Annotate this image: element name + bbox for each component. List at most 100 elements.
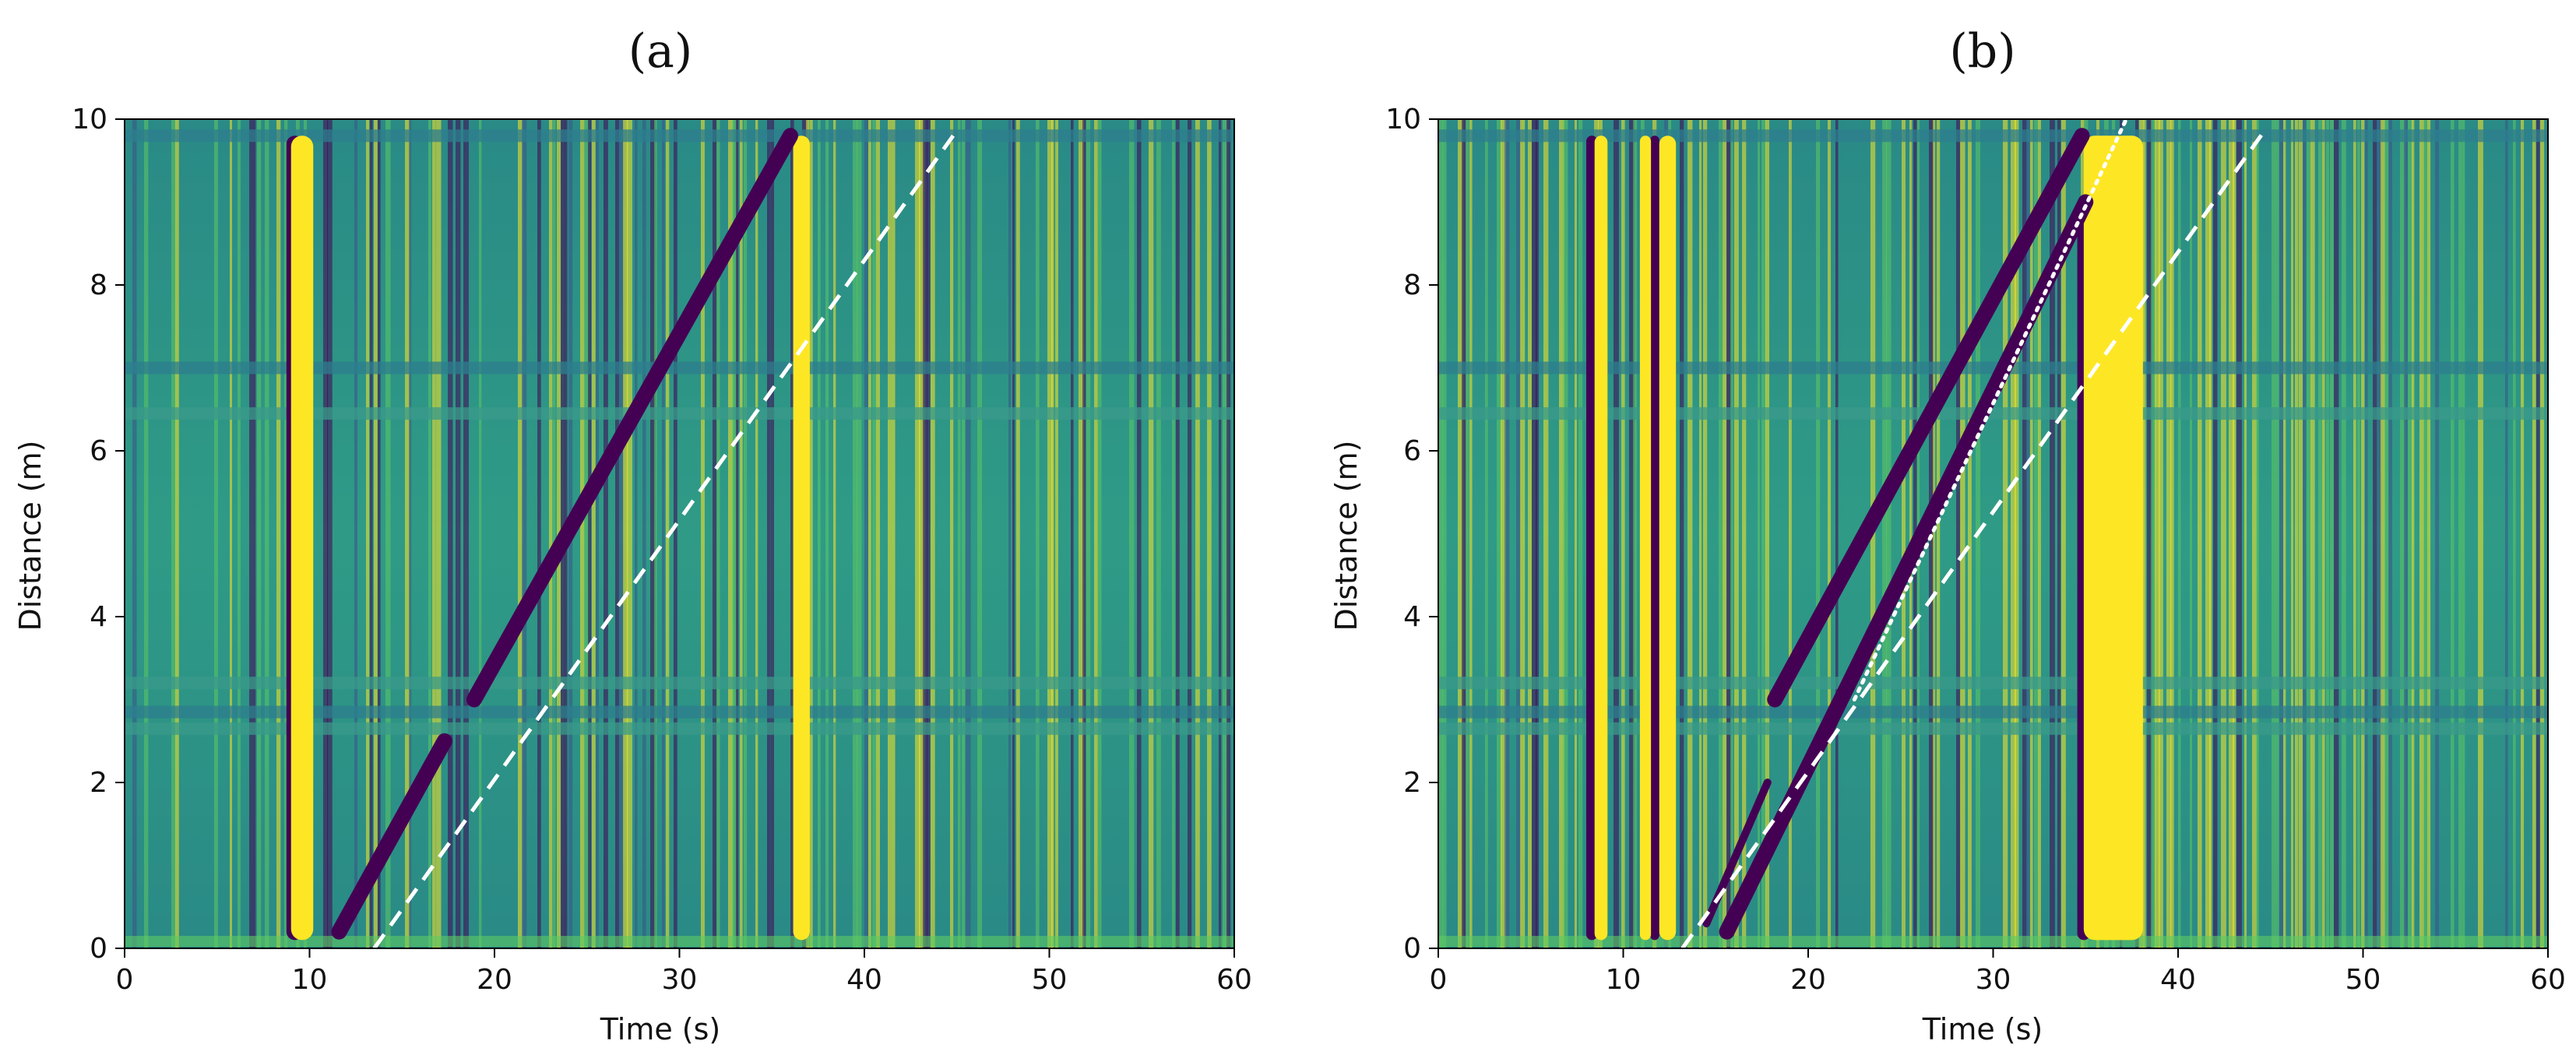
texture-stripe bbox=[432, 119, 436, 948]
texture-stripe bbox=[1497, 119, 1502, 948]
texture-stripe bbox=[1882, 119, 1888, 948]
y-tick-label: 2 bbox=[1403, 767, 1421, 799]
texture-stripe bbox=[2279, 119, 2284, 948]
horizontal-band bbox=[125, 407, 1234, 420]
texture-stripe bbox=[2326, 119, 2329, 948]
texture-stripe bbox=[1536, 119, 1540, 948]
panel-a-title: (a) bbox=[628, 24, 693, 79]
texture-stripe bbox=[1909, 119, 1913, 948]
texture-stripe bbox=[627, 119, 632, 948]
texture-stripe bbox=[1094, 119, 1098, 948]
texture-stripe bbox=[1442, 119, 1447, 948]
texture-stripe bbox=[755, 119, 758, 948]
panel-a-xlabel: Time (s) bbox=[600, 1012, 721, 1046]
bright-vertical-band bbox=[290, 135, 314, 941]
texture-stripe bbox=[2478, 119, 2483, 948]
texture-stripe bbox=[2159, 119, 2163, 948]
texture-stripe bbox=[2458, 119, 2462, 948]
texture-stripe bbox=[354, 119, 357, 948]
texture-stripe bbox=[915, 119, 920, 948]
texture-stripe bbox=[1680, 119, 1684, 948]
horizontal-bands bbox=[1438, 129, 2548, 948]
texture-stripe bbox=[2233, 119, 2236, 948]
heatmap-b bbox=[1438, 119, 2548, 948]
texture-stripe bbox=[144, 119, 149, 948]
texture-stripe bbox=[2377, 119, 2382, 948]
texture-stripe bbox=[230, 119, 233, 948]
texture-stripe bbox=[1543, 119, 1549, 948]
texture-stripe bbox=[436, 119, 442, 948]
texture-stripe bbox=[833, 119, 836, 948]
texture-stripe bbox=[818, 119, 821, 948]
texture-stripe bbox=[713, 119, 717, 948]
y-tick-label: 2 bbox=[90, 767, 107, 799]
texture-stripe bbox=[2295, 119, 2299, 948]
panel-b-ylabel: Distance (m) bbox=[1329, 441, 1364, 631]
horizontal-band bbox=[125, 677, 1234, 690]
texture-stripe bbox=[876, 119, 880, 948]
texture-stripe bbox=[588, 119, 592, 948]
x-tick-label: 50 bbox=[2345, 964, 2381, 996]
texture-stripe bbox=[1156, 119, 1161, 948]
texture-stripe bbox=[1176, 119, 1180, 948]
bright-vertical-band bbox=[1594, 135, 1608, 941]
texture-stripe bbox=[2536, 119, 2540, 948]
texture-stripe bbox=[2462, 119, 2465, 948]
texture-stripe bbox=[1207, 119, 1212, 948]
y-tick-label: 8 bbox=[1403, 269, 1421, 301]
texture-stripe bbox=[370, 119, 373, 948]
texture-stripe bbox=[257, 119, 262, 948]
texture-stripe bbox=[1462, 119, 1466, 948]
texture-stripe bbox=[604, 119, 608, 948]
horizontal-band bbox=[1438, 705, 2548, 719]
texture-stripe bbox=[1699, 119, 1702, 948]
x-tick-label: 20 bbox=[1790, 964, 1826, 996]
texture-stripe bbox=[1504, 119, 1510, 948]
texture-stripe bbox=[1734, 119, 1739, 948]
texture-stripe bbox=[857, 119, 862, 948]
trace-dark-thick bbox=[331, 733, 452, 940]
texture-stripe bbox=[674, 119, 677, 948]
texture-stripe bbox=[1223, 119, 1228, 948]
texture-stripe bbox=[596, 119, 600, 948]
texture-stripe bbox=[2435, 119, 2440, 948]
heatmap-a bbox=[125, 119, 1234, 948]
texture-stripe bbox=[927, 119, 931, 948]
texture-stripe bbox=[1047, 119, 1053, 948]
texture-stripe bbox=[1578, 119, 1583, 948]
bottom-band bbox=[125, 936, 1234, 948]
texture-stripe bbox=[1886, 119, 1892, 948]
x-tick-label: 30 bbox=[1976, 964, 2011, 996]
texture-stripe bbox=[2050, 119, 2055, 948]
bright-vertical-band bbox=[2083, 135, 2143, 941]
texture-stripe bbox=[327, 119, 333, 948]
panel-a-ylabel: Distance (m) bbox=[13, 441, 48, 631]
texture-stripe bbox=[1008, 119, 1012, 948]
texture-stripe bbox=[825, 119, 829, 948]
texture-stripe bbox=[2030, 119, 2033, 948]
texture-stripe bbox=[1933, 119, 1936, 948]
texture-stripe bbox=[1469, 119, 1473, 948]
texture-stripe bbox=[456, 119, 461, 948]
texture-stripe bbox=[2451, 119, 2455, 948]
texture-stripe bbox=[2038, 119, 2041, 948]
texture-stripe bbox=[619, 119, 625, 948]
texture-stripe bbox=[592, 119, 596, 948]
texture-stripe bbox=[2198, 119, 2202, 948]
texture-stripe bbox=[2283, 119, 2286, 948]
x-tick-label: 60 bbox=[1216, 964, 1252, 996]
texture-stripe bbox=[366, 119, 370, 948]
texture-stripe bbox=[1129, 119, 1135, 948]
texture-stripe bbox=[2357, 119, 2360, 948]
x-tick-label: 10 bbox=[292, 964, 328, 996]
texture-stripe bbox=[2155, 119, 2160, 948]
texture-stripe bbox=[1219, 119, 1222, 948]
x-tick-label: 40 bbox=[2160, 964, 2196, 996]
texture-stripe bbox=[132, 119, 137, 948]
texture-stripe bbox=[2532, 119, 2536, 948]
texture-stripe bbox=[378, 119, 381, 948]
texture-stripe bbox=[385, 119, 391, 948]
texture-stripe bbox=[2143, 119, 2146, 948]
texture-stripe bbox=[2275, 119, 2279, 948]
